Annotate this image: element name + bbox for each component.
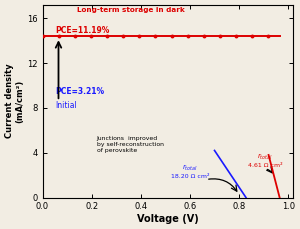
Text: Long-term storage in dark: Long-term storage in dark [77, 7, 185, 13]
Text: PCE=11.19%: PCE=11.19% [55, 26, 109, 35]
Text: PCE=3.21%: PCE=3.21% [55, 87, 104, 96]
X-axis label: Voltage (V): Voltage (V) [137, 214, 199, 224]
Text: $r_{total}$: $r_{total}$ [257, 151, 273, 161]
Text: Junctions  improved
by self-reconstruction
of perovskite: Junctions improved by self-reconstructio… [97, 136, 164, 153]
Text: 4.61 Ω cm²: 4.61 Ω cm² [248, 163, 282, 168]
Text: $r_{total}$: $r_{total}$ [182, 163, 198, 173]
Y-axis label: Current density
(mA/cm²): Current density (mA/cm²) [5, 64, 24, 139]
Text: 18.20 Ω cm²: 18.20 Ω cm² [171, 174, 209, 180]
Text: Initial: Initial [55, 101, 76, 110]
